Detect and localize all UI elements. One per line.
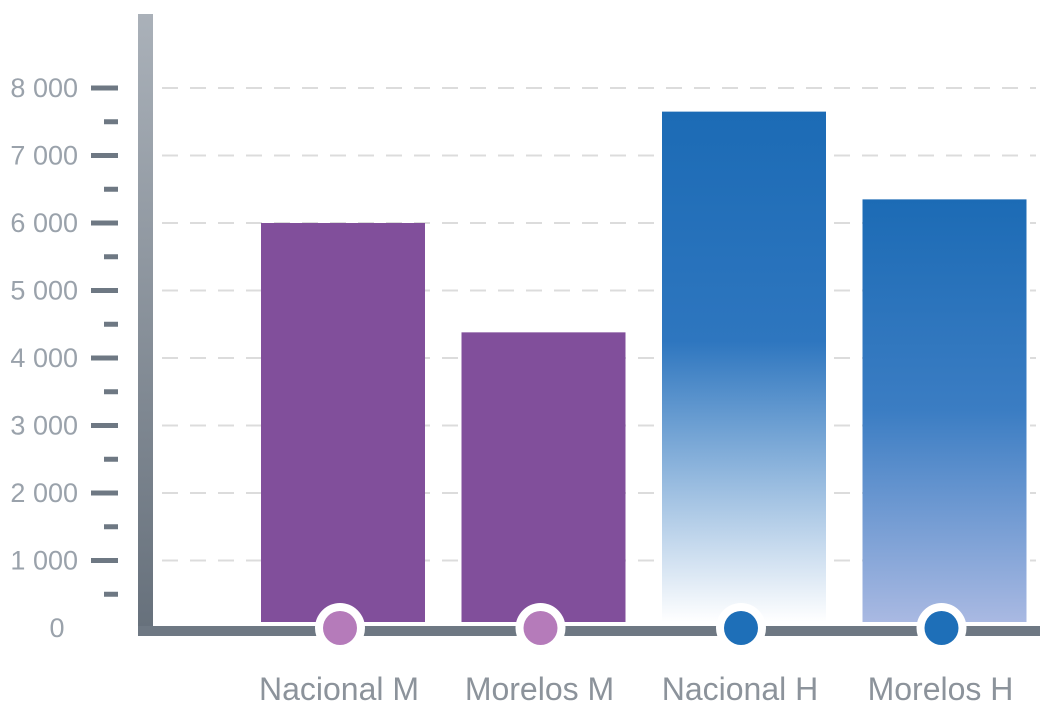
y-minor-tick-2000: [104, 456, 118, 462]
y-tick-label-0: 0: [49, 613, 64, 643]
y-major-tick-3000: [91, 423, 118, 428]
bar-morelos-m: [461, 332, 626, 622]
y-tick-label-2000: 2 000: [10, 478, 78, 508]
category-markers: [315, 603, 967, 653]
y-major-tick-4000: [91, 355, 118, 361]
y-major-tick-6000: [91, 220, 118, 226]
marker-morelos-m: [523, 611, 558, 645]
y-minor-tick-7000: [104, 119, 118, 125]
y-major-tick-8000: [91, 85, 118, 91]
bars: [261, 111, 1027, 622]
bar-nacional-m: [261, 223, 425, 622]
bar-nacional-h: [662, 111, 826, 622]
bar-morelos-h: [862, 199, 1027, 622]
y-axis-ticks: [91, 85, 118, 597]
y-major-tick-1000: [91, 558, 118, 563]
y-tick-label-1000: 1 000: [10, 546, 78, 576]
y-axis-line: [138, 14, 153, 636]
x-label-morelos-m: Morelos M: [465, 671, 614, 706]
marker-nacional-m: [323, 611, 357, 645]
y-tick-label-3000: 3 000: [10, 411, 78, 441]
y-minor-tick-5000: [104, 254, 118, 260]
y-major-tick-5000: [91, 288, 118, 293]
y-tick-label-6000: 6 000: [10, 208, 78, 238]
x-axis-category-labels: Nacional M Morelos M Nacional H Morelos H: [259, 671, 1013, 706]
y-tick-label-7000: 7 000: [10, 141, 78, 171]
y-tick-label-4000: 4 000: [10, 343, 78, 373]
x-label-morelos-h: Morelos H: [868, 671, 1014, 706]
y-minor-tick-1000: [104, 524, 118, 530]
marker-morelos-h: [924, 611, 959, 645]
y-major-tick-2000: [91, 490, 118, 496]
y-tick-label-8000: 8 000: [10, 73, 78, 103]
y-minor-tick-3000: [104, 389, 118, 395]
y-tick-label-5000: 5 000: [10, 276, 78, 306]
y-minor-tick-0: [104, 591, 118, 597]
y-minor-tick-6000: [104, 186, 118, 192]
y-minor-tick-4000: [104, 321, 118, 327]
x-axis-line: [138, 626, 1040, 636]
y-axis-tick-labels: 0 1 000 2 000 3 000 4 000 5 000 6 000 7 000 8 00…: [10, 73, 78, 643]
x-label-nacional-m: Nacional M: [259, 671, 419, 706]
y-major-tick-7000: [91, 153, 118, 158]
marker-nacional-h: [724, 611, 758, 645]
axes: [138, 14, 1040, 636]
x-label-nacional-h: Nacional H: [662, 671, 819, 706]
